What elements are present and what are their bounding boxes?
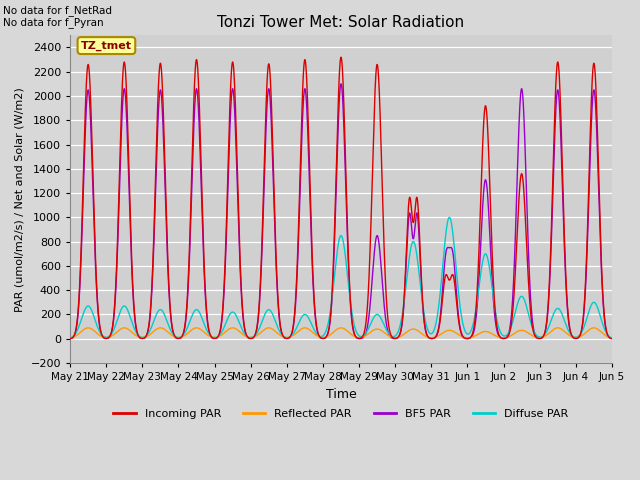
Title: Tonzi Tower Met: Solar Radiation: Tonzi Tower Met: Solar Radiation xyxy=(218,15,465,30)
Text: TZ_tmet: TZ_tmet xyxy=(81,40,132,51)
Legend: Incoming PAR, Reflected PAR, BF5 PAR, Diffuse PAR: Incoming PAR, Reflected PAR, BF5 PAR, Di… xyxy=(109,404,573,423)
X-axis label: Time: Time xyxy=(326,388,356,401)
Y-axis label: PAR (umol/m2/s) / Net and Solar (W/m2): PAR (umol/m2/s) / Net and Solar (W/m2) xyxy=(15,87,25,312)
Text: No data for f_NetRad
No data for f_Pyran: No data for f_NetRad No data for f_Pyran xyxy=(3,5,112,28)
